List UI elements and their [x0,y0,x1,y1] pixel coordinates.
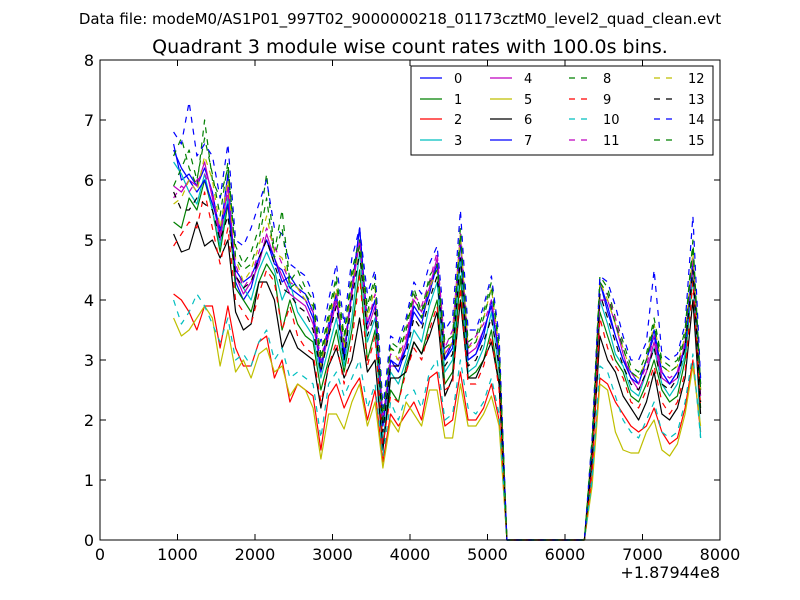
legend-label-8: 8 [603,72,611,87]
series-line-10 [173,293,702,541]
x-tick-label: 3000 [312,545,353,564]
legend-label-15: 15 [688,134,705,149]
legend-label-11: 11 [603,134,620,149]
legend-frame [410,65,714,156]
legend-label-13: 13 [688,93,705,108]
legend-label-10: 10 [603,113,620,128]
y-tick-label: 3 [84,351,94,370]
x-offset-label: +1.87944e8 [620,563,720,582]
legend-label-2: 2 [454,113,462,128]
x-tick-label: 1000 [157,545,198,564]
x-tick-label: 5000 [467,545,508,564]
legend-label-7: 7 [524,134,532,149]
series-line-13 [173,191,702,541]
legend-label-1: 1 [454,93,462,108]
legend-label-12: 12 [688,72,705,87]
series-line-2 [173,293,702,541]
y-tick-label: 8 [84,51,94,70]
series-line-4 [173,161,702,541]
suptitle: Data file: modeM0/AS1P01_997T02_90000002… [79,10,721,29]
x-tick-label: 8000 [700,545,741,564]
y-tick-label: 1 [84,471,94,490]
legend-label-6: 6 [524,113,532,128]
legend-label-9: 9 [603,93,611,108]
series-line-1 [173,179,702,541]
x-tick-label: 2000 [235,545,276,564]
axis-ticks: 0 1000 2000 3000 4000 5000 6000 7000 80000123456… [84,51,741,564]
series-line-5 [173,305,702,541]
series-line-6 [173,221,702,541]
y-tick-label: 5 [84,231,94,250]
series-line-15 [173,137,702,541]
chart-title: Quadrant 3 module wise count rates with … [152,36,668,58]
y-tick-label: 6 [84,171,94,190]
legend-label-0: 0 [454,72,462,87]
legend-label-14: 14 [688,113,705,128]
legend-label-3: 3 [454,134,462,149]
x-tick-label: 0 [95,545,105,564]
series-layer [173,101,702,541]
y-tick-label: 4 [84,291,94,310]
x-tick-label: 6000 [545,545,586,564]
series-line-7 [173,149,702,541]
legend-label-5: 5 [524,93,532,108]
y-tick-label: 0 [84,531,94,550]
x-tick-label: 7000 [622,545,663,564]
x-tick-label: 4000 [390,545,431,564]
y-tick-label: 7 [84,111,94,130]
y-tick-label: 2 [84,411,94,430]
series-line-14 [173,101,702,541]
legend-label-4: 4 [524,72,532,87]
